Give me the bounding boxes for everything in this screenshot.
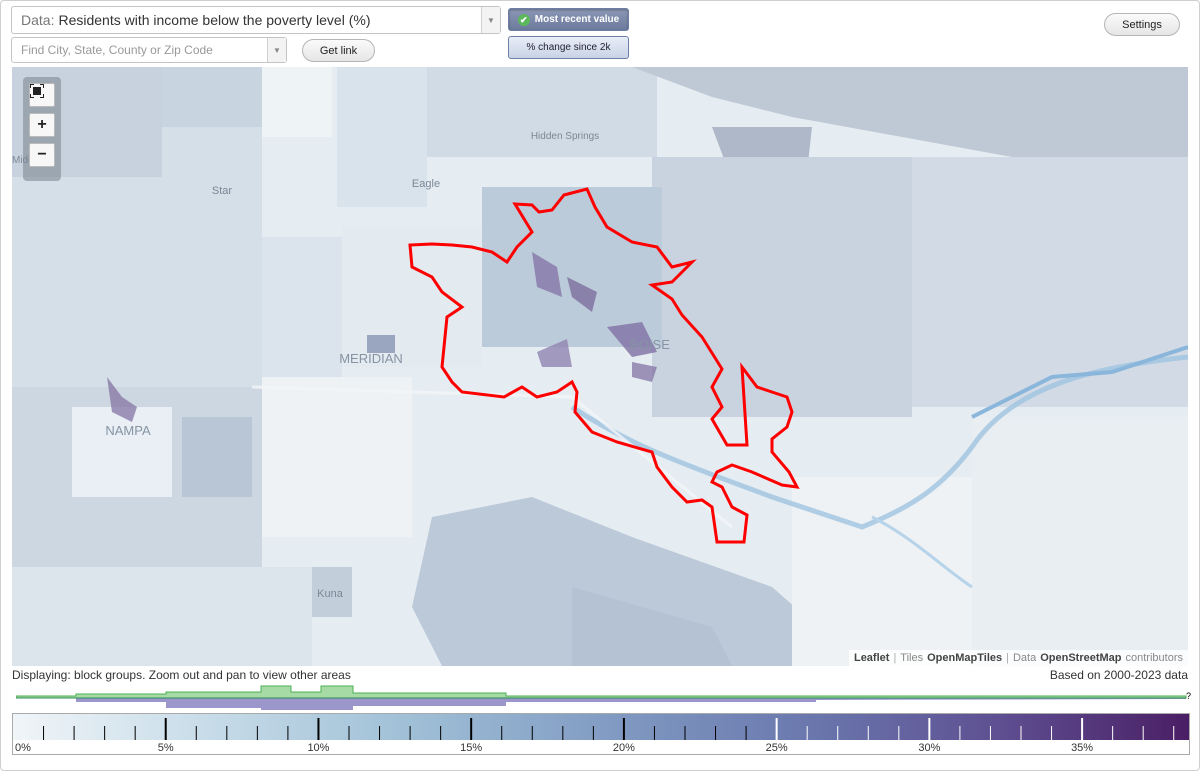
zoom-out-icon[interactable]: − xyxy=(29,143,55,167)
zoom-in-icon[interactable]: + xyxy=(29,113,55,137)
get-link-button[interactable]: Get link xyxy=(302,39,375,62)
chevron-down-icon[interactable]: ▼ xyxy=(267,38,286,62)
map-view[interactable]: Hidden Springs Eagle Star MERIDIAN BOISE… xyxy=(12,67,1188,666)
data-select-value: Residents with income below the poverty … xyxy=(58,12,371,28)
data-select[interactable]: Data: Residents with income below the po… xyxy=(11,6,501,34)
legend-tick-label: 35% xyxy=(1071,742,1093,754)
change-since-label: % change since 2k xyxy=(526,42,611,53)
zoom-controls: + − xyxy=(23,77,61,181)
label-star: Star xyxy=(212,185,233,197)
label-kuna: Kuna xyxy=(317,588,344,600)
search-input[interactable] xyxy=(21,43,261,57)
color-legend: 0% 5% 10% 15% 20% 25% 30% 35% xyxy=(12,713,1190,755)
most-recent-toggle[interactable]: ✔ Most recent value xyxy=(508,8,629,31)
legend-tick-label: 25% xyxy=(766,742,788,754)
settings-button[interactable]: Settings xyxy=(1104,13,1180,36)
label-hidden-springs: Hidden Springs xyxy=(531,131,599,142)
legend-tick-label: 30% xyxy=(918,742,940,754)
label-nampa: NAMPA xyxy=(105,423,151,438)
data-select-prefix: Data: xyxy=(21,12,55,28)
check-icon: ✔ xyxy=(517,13,530,26)
fullscreen-icon[interactable] xyxy=(29,83,55,107)
attribution-osm[interactable]: OpenStreetMap xyxy=(1040,652,1122,664)
label-eagle: Eagle xyxy=(412,178,440,190)
legend-tick-label: 5% xyxy=(158,742,174,754)
most-recent-label: Most recent value xyxy=(534,14,620,25)
attribution-leaflet[interactable]: Leaflet xyxy=(853,652,890,664)
attribution-data-prefix: Data xyxy=(1012,652,1037,664)
legend-tick-label: 15% xyxy=(460,742,482,754)
city-boundary xyxy=(408,187,800,544)
display-note: Displaying: block groups. Zoom out and p… xyxy=(12,668,351,682)
legend-gradient-bar xyxy=(13,714,1189,740)
chevron-down-icon[interactable]: ▼ xyxy=(481,7,500,33)
label-meridian: MERIDIAN xyxy=(339,351,403,366)
attribution-tiles[interactable]: OpenMapTiles xyxy=(927,652,1003,664)
legend-tick-label: 10% xyxy=(307,742,329,754)
map-attribution: Leaflet | Tiles OpenMapTiles | Data Open… xyxy=(848,650,1188,666)
attribution-contributors: contributors xyxy=(1125,652,1183,664)
distribution-histogram: ? xyxy=(16,685,1191,710)
label-boise: BOISE xyxy=(630,337,670,352)
legend-tick-label: 0% xyxy=(15,742,31,754)
data-range-note: Based on 2000-2023 data xyxy=(1049,668,1188,682)
change-since-toggle[interactable]: % change since 2k xyxy=(508,36,629,59)
histogram-end-mark: ? xyxy=(1186,691,1191,701)
location-search[interactable]: ▼ xyxy=(11,37,287,63)
legend-tick-label: 20% xyxy=(613,742,635,754)
attribution-tiles-prefix: Tiles xyxy=(900,652,924,664)
map-canvas[interactable]: Hidden Springs Eagle Star MERIDIAN BOISE… xyxy=(12,67,1188,666)
